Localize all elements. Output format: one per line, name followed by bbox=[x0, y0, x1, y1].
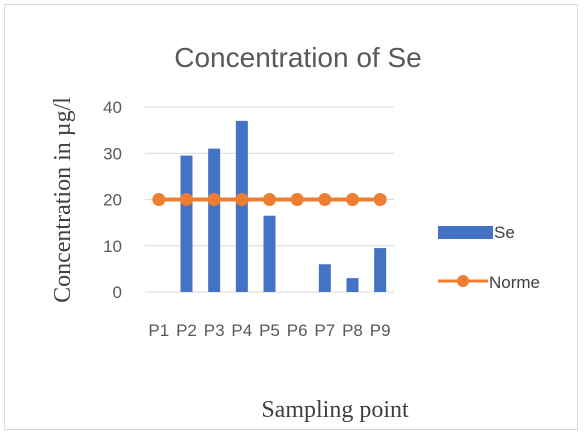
y-axis-label: Concentration in µg/l bbox=[50, 97, 76, 303]
bar-p2 bbox=[180, 155, 193, 292]
y-tick-label: 20 bbox=[103, 191, 122, 210]
norme-line bbox=[152, 193, 387, 206]
x-tick-labels: P1 P2 P3 P4 P5 P6 P7 P8 P9 bbox=[148, 321, 390, 340]
y-tick-label: 0 bbox=[113, 283, 122, 302]
x-tick-label: P3 bbox=[204, 321, 225, 340]
y-tick-label: 10 bbox=[103, 237, 122, 256]
x-tick-label: P8 bbox=[342, 321, 363, 340]
norme-point-p6 bbox=[290, 193, 304, 206]
bar-p8 bbox=[346, 278, 359, 292]
norme-point-p9 bbox=[373, 193, 387, 206]
y-tick-label: 40 bbox=[103, 98, 122, 117]
x-tick-label: P6 bbox=[287, 321, 308, 340]
bars bbox=[180, 120, 387, 292]
chart-frame bbox=[4, 4, 578, 430]
bar-p3 bbox=[208, 148, 221, 292]
legend: Se Norme bbox=[438, 223, 540, 292]
x-tick-label: P4 bbox=[231, 321, 252, 340]
norme-point-p8 bbox=[346, 193, 359, 206]
x-tick-label: P5 bbox=[259, 321, 280, 340]
bar-p4 bbox=[235, 120, 248, 292]
norme-point-p3 bbox=[207, 193, 221, 206]
legend-se-label: Se bbox=[494, 223, 515, 242]
legend-se-swatch bbox=[438, 226, 493, 239]
norme-point-p1 bbox=[152, 193, 166, 206]
x-axis-label: Sampling point bbox=[261, 397, 409, 423]
x-tick-label: P7 bbox=[314, 321, 335, 340]
legend-norme-label: Norme bbox=[489, 273, 540, 292]
bar-p7 bbox=[318, 264, 331, 292]
norme-point-p2 bbox=[180, 193, 193, 206]
norme-point-p7 bbox=[318, 193, 332, 206]
x-tick-label: P2 bbox=[176, 321, 197, 340]
norme-point-p4 bbox=[235, 193, 249, 206]
chart-title: Concentration of Se bbox=[174, 42, 422, 73]
bar-p9 bbox=[374, 248, 387, 292]
bar-p5 bbox=[263, 215, 276, 292]
y-tick-label: 30 bbox=[103, 144, 122, 163]
legend-norme-marker bbox=[457, 275, 469, 287]
y-tick-labels: 0 10 20 30 40 bbox=[103, 98, 122, 302]
x-tick-label: P1 bbox=[148, 321, 169, 340]
x-tick-label: P9 bbox=[370, 321, 391, 340]
norme-point-p5 bbox=[263, 193, 276, 206]
